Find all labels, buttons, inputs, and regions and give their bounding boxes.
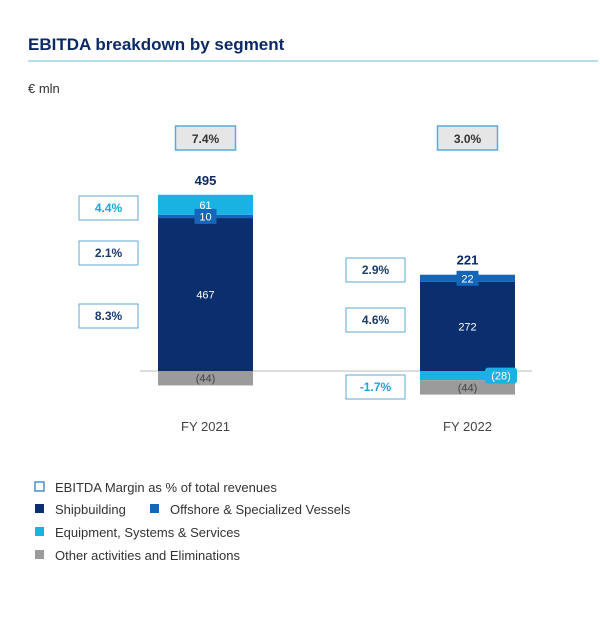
total-margin-label-1: 3.0% [454,132,482,146]
legend-square-icon-2 [150,504,159,513]
legend: EBITDA Margin as % of total revenues Ship… [34,480,351,563]
label-tag-offshore-1 [456,270,479,286]
data-label-offshore-0: 10 [199,211,211,223]
label-tag-offshore-0 [194,208,217,224]
segment-margin-label-1-1: 2.9% [362,263,390,277]
segment-margin-box-0-1 [345,307,406,333]
bar-segment-other-activities-and-eliminations-0 [158,371,253,386]
segment-margin-label-1-0: 2.1% [95,246,123,260]
total-margin-label-0: 7.4% [192,132,220,146]
legend-label-2: Offshore & Specialized Vessels [170,502,351,517]
data-label-shipbuilding-1: 272 [458,321,476,333]
bar-segment-equipment-systems-services-0 [158,194,253,215]
data-label-other-1: (44) [458,382,478,394]
chart-title: EBITDA breakdown by segment [28,35,285,54]
segment-margin-box-2-1 [345,374,406,400]
legend-outline-square-icon [34,481,45,492]
unit-label: € mln [28,81,60,96]
total-label-1: 221 [457,253,479,268]
category-label-1: FY 2022 [443,419,492,434]
bar-segment-other-activities-and-eliminations-1 [420,380,515,395]
segment-margin-box-0-0 [78,303,139,329]
data-label-other-0: (44) [196,373,216,385]
bar-segment-shipbuilding-0 [158,218,253,371]
legend-label-1: Shipbuilding [55,502,126,517]
data-label-equipment-1: (28) [491,371,511,383]
data-label-offshore-1: 22 [461,273,473,285]
total-margin-box-0 [174,125,237,151]
legend-label-3: Equipment, Systems & Services [55,525,240,540]
segment-margin-label-2-0: 4.4% [95,201,123,215]
segment-margin-label-0-1: 4.6% [362,313,390,327]
data-label-equipment-0: 61 [199,200,211,212]
total-label-0: 495 [195,173,217,188]
legend-label-0: EBITDA Margin as % of total revenues [55,480,277,495]
legend-label-4: Other activities and Eliminations [55,548,240,563]
data-label-shipbuilding-0: 467 [196,290,214,302]
segment-margin-box-1-0 [78,240,139,266]
legend-square-icon-1 [35,504,44,513]
label-tag-equipment-1 [485,367,517,384]
legend-square-icon-3 [35,527,44,536]
bar-segment-shipbuilding-1 [420,281,515,371]
category-label-0: FY 2021 [181,419,230,434]
legend-square-icon-4 [35,550,44,559]
segment-margin-box-1-1 [345,257,406,283]
total-margin-box-1 [436,125,499,151]
segment-margin-label-2-1: -1.7% [360,380,392,394]
bar-segment-equipment-systems-services-1 [420,371,515,381]
segment-margin-box-2-0 [78,195,139,221]
segment-margin-label-0-0: 8.3% [95,309,123,323]
